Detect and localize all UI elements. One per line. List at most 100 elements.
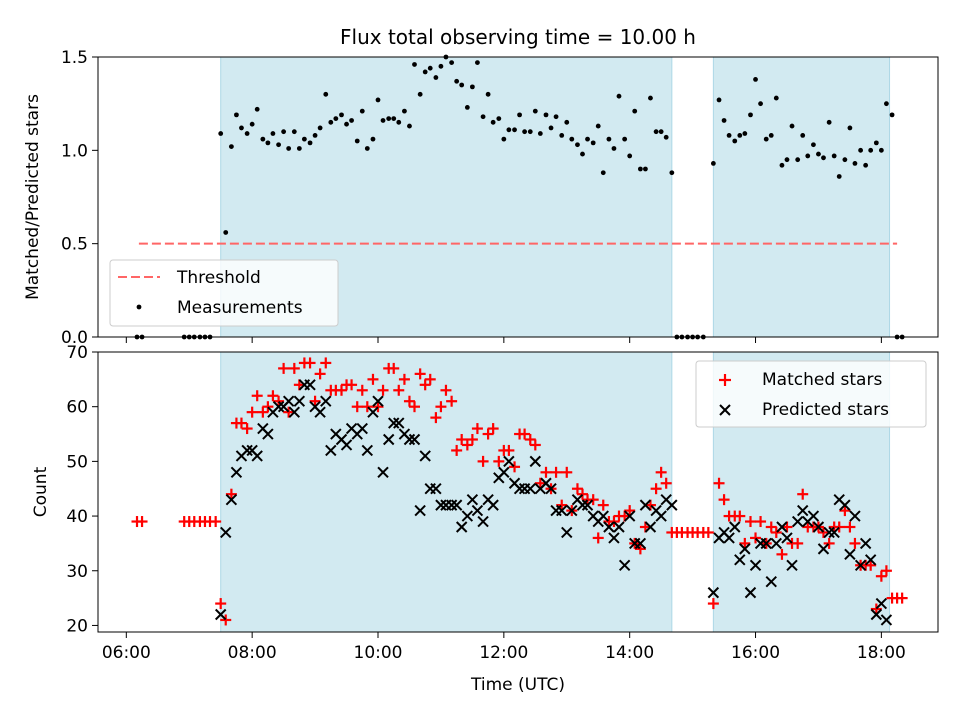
matched-star-point xyxy=(346,379,358,391)
measurement-point xyxy=(858,147,864,153)
measurement-point xyxy=(648,95,653,101)
predicted-star-point xyxy=(749,559,762,571)
measurement-point xyxy=(276,142,281,148)
predicted-star-point xyxy=(634,537,647,550)
count-y-ticks: 20 30 40 50 60 70 xyxy=(66,343,98,636)
matched-star-point xyxy=(262,401,274,413)
matched-star-point xyxy=(624,505,636,517)
measurement-point xyxy=(616,93,622,99)
measurement-point xyxy=(244,131,250,136)
count-plot-frame xyxy=(97,351,939,633)
predicted-star-point xyxy=(655,510,667,522)
matched-star-point xyxy=(702,526,714,538)
matched-star-point xyxy=(136,516,148,528)
matched-star-point xyxy=(865,559,877,571)
count-y-tick-label: 60 xyxy=(66,398,88,418)
measurement-point xyxy=(716,97,722,103)
measurement-point xyxy=(795,157,801,163)
measurement-point xyxy=(873,140,879,146)
predicted-star-point xyxy=(241,444,253,457)
matched-star-point xyxy=(875,570,887,582)
measurement-point xyxy=(296,146,302,151)
measurement-point xyxy=(317,125,323,131)
predicted-star-point xyxy=(382,433,395,446)
predicted-star-point xyxy=(776,521,788,533)
matched-star-point xyxy=(419,379,431,391)
measurement-point xyxy=(831,153,837,159)
matched-star-point xyxy=(896,592,908,604)
matched-star-point xyxy=(372,401,384,413)
measurement-point xyxy=(805,153,811,159)
matched-star-point xyxy=(446,395,458,407)
predicted-star-point xyxy=(340,439,353,451)
matched-star-point xyxy=(493,455,505,467)
measurement-point xyxy=(359,108,365,114)
matched-star-point xyxy=(309,395,321,407)
measurement-point xyxy=(370,136,376,142)
measurement-point xyxy=(339,112,344,118)
predicted-star-point xyxy=(608,532,620,544)
x-tick-label: 16:00 xyxy=(731,643,780,663)
ratio-x-ticks xyxy=(125,337,882,343)
predicted-star-point xyxy=(875,597,888,610)
matched-star-point xyxy=(509,461,521,473)
measurement-point xyxy=(559,133,565,138)
measurement-point xyxy=(344,121,349,127)
measurement-point xyxy=(811,142,816,148)
measurement-point xyxy=(847,125,853,131)
predicted-star-point xyxy=(770,537,782,550)
predicted-star-point xyxy=(644,521,657,533)
measurement-point xyxy=(391,116,397,121)
measurement-point xyxy=(490,119,496,125)
measurement-point xyxy=(742,131,748,136)
measurement-point xyxy=(354,138,360,144)
matched-star-point xyxy=(534,477,546,489)
predicted-star-point xyxy=(513,483,526,495)
predicted-star-point xyxy=(529,455,542,468)
matched-stars-series xyxy=(131,357,908,626)
measurement-point xyxy=(585,136,590,142)
predicted-star-point xyxy=(880,614,893,626)
matched-star-point xyxy=(356,384,368,396)
ratio-y-ticks: 0.0 0.5 1.0 1.5 xyxy=(61,48,98,348)
matched-star-point xyxy=(210,516,222,528)
predicted-star-point xyxy=(849,510,861,522)
predicted-star-point xyxy=(765,575,777,588)
ratio-legend: Threshold Measurements xyxy=(109,259,339,327)
measurement-point xyxy=(758,101,763,107)
measurement-point xyxy=(386,116,392,121)
matched-star-point xyxy=(403,395,415,407)
measurement-point xyxy=(721,118,727,123)
x-tick-label: 18:00 xyxy=(857,643,906,663)
measurement-point xyxy=(789,123,795,129)
predicted-star-point xyxy=(561,526,573,539)
predicted-star-point xyxy=(839,499,851,511)
matched-star-point xyxy=(792,537,804,549)
matched-star-point xyxy=(718,494,730,506)
measurement-point xyxy=(669,170,675,176)
measurement-point xyxy=(889,112,895,118)
matched-star-point xyxy=(246,406,258,418)
predicted-star-point xyxy=(581,499,594,511)
matched-star-point xyxy=(755,516,767,528)
predicted-star-point xyxy=(377,466,389,479)
matched-star-point xyxy=(398,373,410,385)
predicted-star-point xyxy=(455,521,468,533)
matched-star-point xyxy=(750,532,762,544)
measurement-point xyxy=(842,157,848,163)
predicted-star-point xyxy=(282,395,295,407)
measurement-point xyxy=(291,129,297,135)
matched-star-point xyxy=(288,362,300,374)
measurement-point xyxy=(380,118,386,123)
measurement-point xyxy=(732,138,738,144)
matched-star-point xyxy=(440,384,452,396)
matched-star-point xyxy=(241,423,253,435)
matched-star-point xyxy=(734,510,746,522)
count-panel: 06:00 08:00 10:00 12:00 14:00 16:00 18:00 20 30… xyxy=(31,343,939,695)
measurement-point xyxy=(826,119,832,125)
matched-star-point xyxy=(833,521,845,533)
predicted-star-point xyxy=(556,504,568,517)
predicted-star-point xyxy=(666,499,678,511)
matched-star-point xyxy=(839,505,851,517)
predicted-star-point xyxy=(623,510,636,522)
